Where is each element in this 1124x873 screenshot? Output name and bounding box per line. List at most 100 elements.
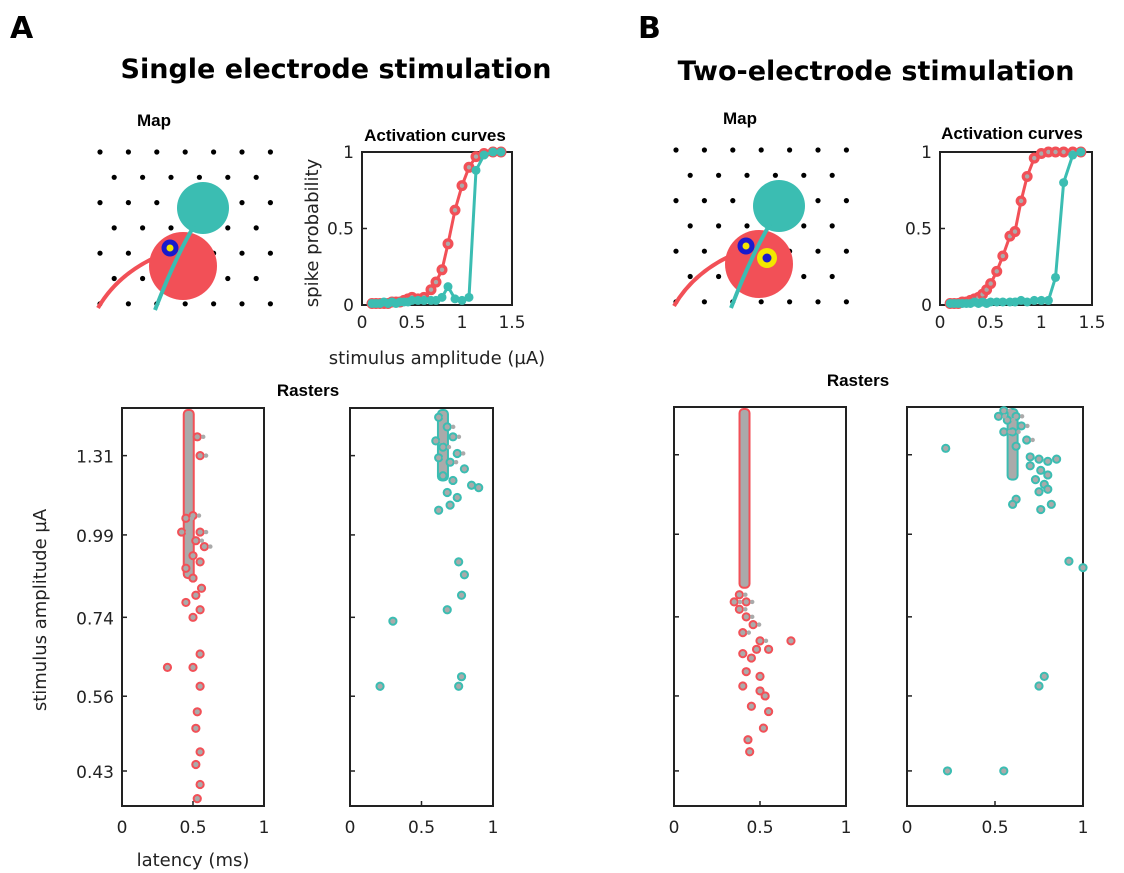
data-point-red-center — [445, 241, 451, 246]
raster-spike — [741, 597, 751, 607]
electrode-dot — [815, 299, 821, 305]
raster-spike — [1039, 671, 1049, 681]
data-point-red-center — [1032, 155, 1037, 161]
raster-spike — [181, 563, 191, 573]
raster-reference-dot — [439, 438, 444, 444]
axon-red — [672, 248, 745, 308]
electrode-dot — [829, 223, 835, 229]
raster-spike — [758, 723, 769, 733]
electrode-dot — [267, 149, 273, 155]
raster-spike — [738, 681, 748, 691]
electrode-dot — [182, 301, 188, 307]
activation-title-a: Activation curves — [364, 126, 506, 145]
electrode-dot — [225, 275, 231, 282]
y-tick-label: 0.74 — [76, 609, 114, 629]
data-point-red-center — [473, 154, 479, 159]
data-point-teal — [1068, 150, 1078, 160]
data-point-teal — [419, 295, 429, 305]
raster-spike — [456, 590, 467, 600]
electrode-dot — [239, 149, 245, 155]
raster-spike — [196, 583, 207, 593]
raster-spike — [1002, 415, 1012, 425]
x-tick-label: 0 — [902, 818, 913, 838]
raster-frame — [906, 406, 1084, 807]
activation-title-b: Activation curves — [941, 124, 1083, 143]
electrode-dot — [843, 198, 850, 204]
raster-spike — [459, 464, 469, 474]
x-tick-label: 0 — [357, 313, 368, 333]
electrode-dot — [97, 200, 103, 206]
raster-spike — [1052, 454, 1062, 464]
y-tick-label: 1 — [343, 143, 354, 163]
electrode-dot — [787, 299, 793, 305]
data-point-teal — [496, 147, 506, 157]
raster-spike — [786, 636, 796, 646]
x-tick-label: 1 — [841, 818, 852, 838]
raster-spike — [195, 557, 205, 567]
electrode-dot — [140, 174, 146, 180]
raster-spike — [738, 628, 748, 638]
electrode-dot — [744, 172, 750, 178]
raster-spike — [195, 527, 205, 537]
axon-teal — [729, 222, 772, 309]
raster-spike — [442, 422, 452, 432]
electrode-dot — [829, 172, 835, 178]
panel-title-b: Two-electrode stimulation — [678, 56, 1075, 87]
raster-reference-dot — [750, 614, 755, 620]
electrode-dot — [97, 250, 103, 256]
raster-spike — [434, 505, 444, 515]
electrode-dot — [154, 149, 160, 155]
electrode-dot — [801, 172, 807, 178]
y-tick-label: 1 — [921, 143, 932, 163]
raster-spike — [734, 590, 744, 600]
raster-frame — [349, 407, 494, 807]
raster-spike — [1034, 681, 1044, 691]
raster-reference-dot — [743, 592, 748, 597]
electrode-dot — [843, 147, 850, 153]
electrode-dot — [253, 225, 259, 231]
raster-spike — [748, 620, 758, 630]
electrode-dot — [125, 250, 131, 256]
data-point-red-center — [1024, 174, 1030, 179]
electrode-dot — [168, 225, 174, 231]
raster-spike — [755, 636, 765, 646]
raster-spike — [448, 432, 458, 442]
raster-spike — [438, 442, 448, 452]
raster-spike — [445, 457, 455, 467]
electrode-dot — [125, 301, 131, 307]
raster-ylabel: stimulus amplitude µA — [30, 508, 51, 711]
raster-reference-dot — [189, 516, 195, 521]
panel-letter-a: A — [10, 11, 34, 46]
x-tick-label: 1.5 — [1078, 313, 1105, 333]
x-tick-label: 1 — [1078, 818, 1089, 838]
data-point-red-center — [988, 281, 993, 286]
data-point-red-center — [1012, 229, 1018, 234]
x-tick-label: 0.5 — [408, 818, 435, 838]
raster-reference-dot — [451, 424, 456, 430]
electrode-dot — [758, 147, 764, 153]
raster-spike — [442, 605, 452, 615]
data-point-teal — [1076, 147, 1086, 157]
electrode-dot — [154, 200, 160, 206]
electrode-dot — [701, 299, 708, 305]
raster-spike — [191, 536, 201, 546]
activation-chart-b: Activation curves 0 0.5 1 1.5 0 0.5 1 — [905, 124, 1106, 333]
electrode-dot — [125, 149, 131, 155]
x-tick-label: 1 — [1036, 313, 1047, 333]
data-point-teal — [443, 282, 453, 292]
electrode-dot — [267, 250, 273, 256]
x-tick-label: 0.5 — [179, 818, 206, 838]
raster-spike — [466, 480, 477, 490]
raster-reference-dot — [738, 599, 743, 605]
electrode-map-b: Map — [672, 109, 850, 309]
raster-reference-dot — [442, 455, 447, 460]
electrode-dot — [716, 273, 722, 280]
raster-reference-dot — [1030, 437, 1035, 443]
raster-spike — [456, 672, 467, 682]
raster-spike — [177, 527, 187, 537]
x-tick-label: 1 — [259, 818, 270, 838]
electrode-dot — [829, 273, 835, 280]
raster-spike — [746, 653, 757, 663]
raster-reference-dot — [1016, 429, 1021, 435]
raster-spike — [454, 557, 464, 567]
